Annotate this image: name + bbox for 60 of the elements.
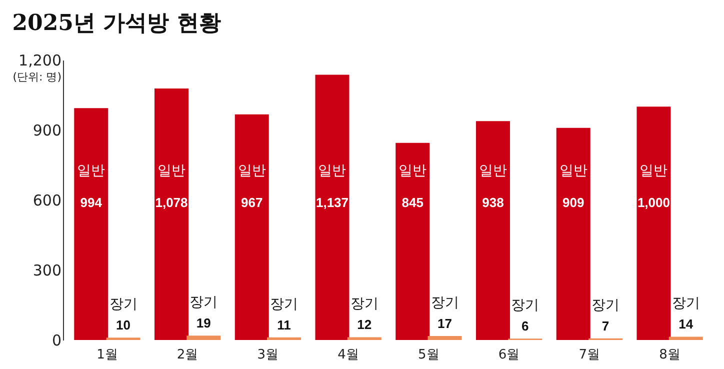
bar [154,88,188,340]
bar [267,337,302,340]
text: 일반 [640,163,668,179]
data-label: 994 [80,195,103,210]
x-tick-label: 4월 [338,348,359,362]
text: 일반 [238,163,266,179]
bar [74,108,108,340]
data-label: 909 [562,195,584,210]
data-label: 967 [241,195,263,210]
x-tick-label: 3월 [257,348,279,362]
data-label: 10 [116,318,131,333]
data-label: 1,000 [637,195,670,210]
data-label: 1,137 [316,195,349,210]
y-tick-label: 600 [32,192,62,210]
data-label: 19 [196,316,211,331]
x-tick-label: 5월 [418,348,440,362]
data-label: 12 [357,317,372,332]
text: 일반 [398,163,427,179]
text: 장기 [350,296,378,312]
bar [636,106,671,340]
bar [668,336,703,340]
data-label: 11 [277,317,291,332]
x-tick-label: 1월 [96,348,118,362]
data-label: 7 [602,318,610,334]
data-label: 1,078 [155,195,188,210]
data-label: 845 [402,195,424,210]
text: 장기 [672,296,700,312]
bar [396,142,430,340]
text: 장기 [592,297,620,314]
text: 장기 [190,294,218,311]
y-tick-label: 0 [52,332,62,350]
bar [186,336,221,340]
text: 일반 [559,163,588,179]
data-label: 14 [678,316,694,332]
series-label: 장기 [109,296,138,313]
y-tick-label: 900 [32,122,62,140]
text: 장기 [430,295,459,312]
text: 일반 [318,163,346,179]
x-tick-label: 7월 [578,348,600,362]
x-tick-label: 6월 [498,348,520,362]
data-label: 17 [438,316,452,332]
data-label: 938 [482,195,504,210]
series-label: 일반 [77,163,106,179]
bar [476,121,510,340]
bar [315,74,350,340]
text: 일반 [478,163,507,179]
y-tick-label: 300 [32,262,62,280]
chart-title: 2025년 가석방 현황 [12,10,221,36]
y-tick-label: 1,200 [18,52,62,70]
text: 장기 [511,298,540,314]
y-axis-title: (단위: 명) [12,70,62,84]
bar [347,337,382,340]
text: 일반 [158,163,186,179]
bar [428,336,462,340]
x-tick-label: 2월 [176,348,198,362]
bar [556,128,590,340]
text: 장기 [270,296,298,312]
data-label: 6 [522,318,529,334]
bar [234,114,269,340]
x-tick-label: 8월 [659,348,680,362]
